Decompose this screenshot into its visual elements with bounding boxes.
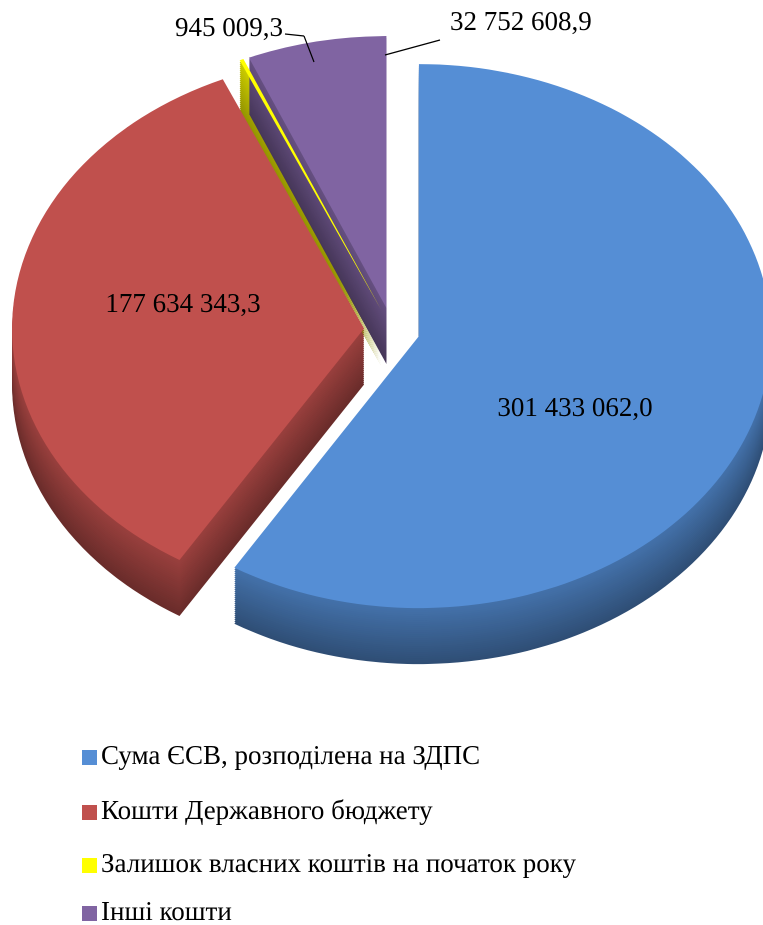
- leader-line: [284, 33, 305, 37]
- legend-swatch: [82, 906, 97, 921]
- data-label: 177 634 343,3: [105, 288, 260, 318]
- slice: [234, 64, 763, 609]
- slice-side: [239, 107, 381, 358]
- legend-label: Кошти Державного бюджету: [101, 795, 433, 825]
- legend-swatch: [82, 750, 97, 765]
- slice-side: [239, 105, 381, 356]
- slice-side: [239, 103, 381, 354]
- slice: [248, 36, 387, 309]
- leader-line: [384, 39, 441, 56]
- slice: [12, 79, 365, 561]
- legend-label: Сума ЄСВ, розподілена на ЗДПС: [101, 740, 480, 770]
- legend-label: Інші кошти: [101, 896, 232, 925]
- legend-swatch: [82, 858, 97, 873]
- slice-tops: [12, 36, 763, 609]
- data-label: 32 752 608,9: [450, 6, 592, 36]
- data-label: 945 009,3: [175, 12, 283, 42]
- data-label: 301 433 062,0: [497, 392, 652, 422]
- leader-line: [303, 35, 315, 63]
- slice: [239, 59, 381, 310]
- legend-swatch: [82, 805, 97, 820]
- legend-label: Залишок власних коштів на початок року: [101, 848, 576, 878]
